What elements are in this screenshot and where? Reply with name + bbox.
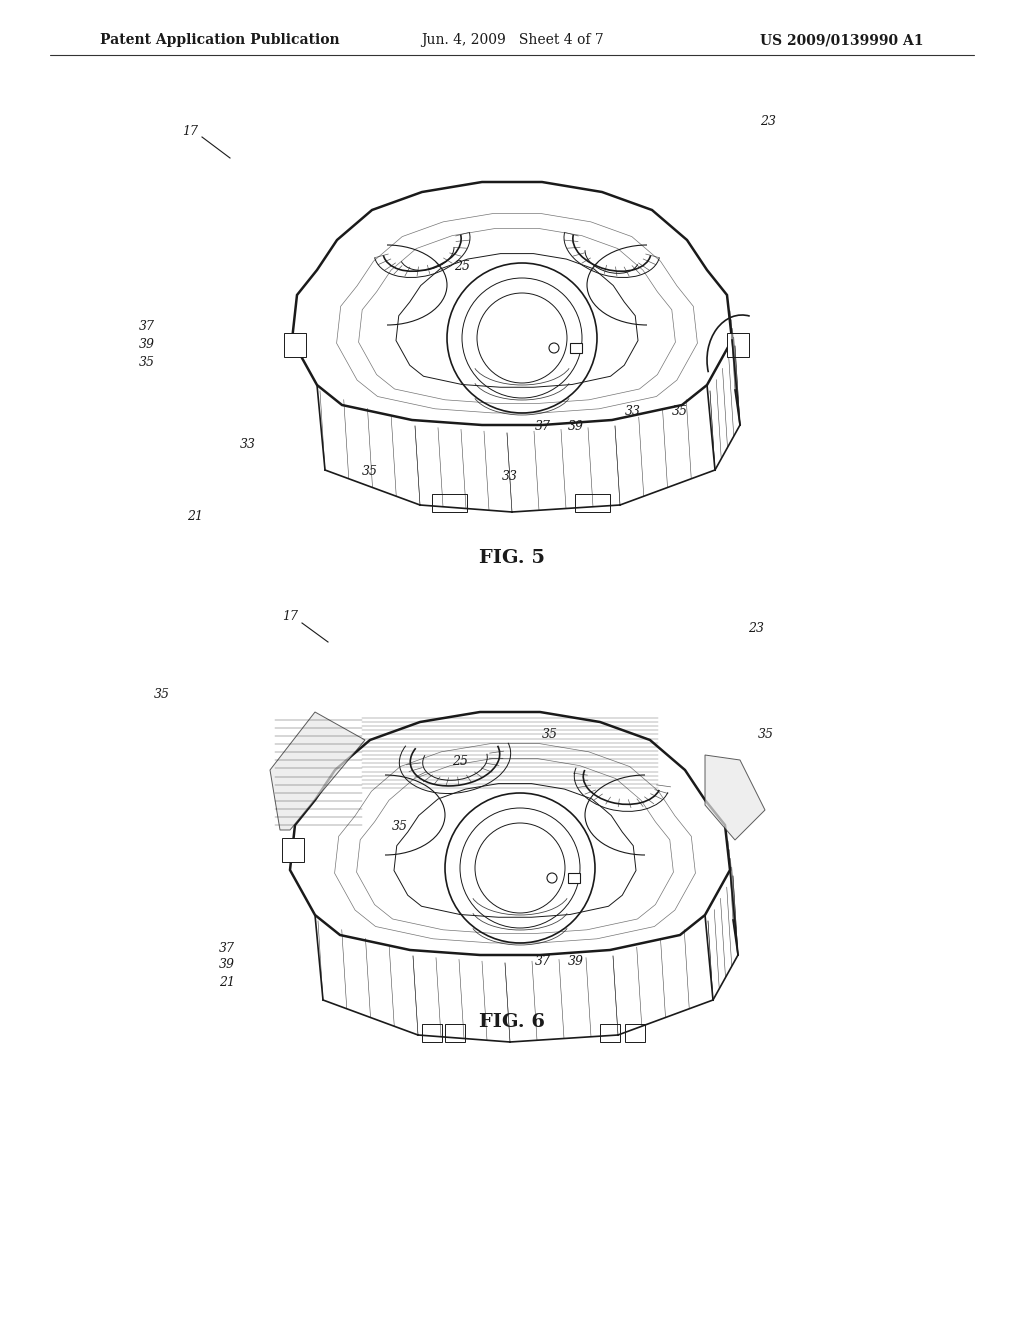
Text: 35: 35 (154, 688, 170, 701)
Text: 33: 33 (502, 470, 518, 483)
Text: 23: 23 (748, 622, 764, 635)
Text: 37: 37 (139, 319, 155, 333)
Bar (625, 1024, 645, 1041)
Text: 37: 37 (535, 954, 551, 968)
Bar (445, 1024, 465, 1041)
Bar (568, 873, 580, 883)
Bar (575, 494, 610, 512)
Text: US 2009/0139990 A1: US 2009/0139990 A1 (761, 33, 924, 48)
Text: 35: 35 (139, 356, 155, 370)
Bar (570, 343, 582, 352)
Polygon shape (705, 755, 765, 840)
Text: 35: 35 (672, 405, 688, 418)
Text: 37: 37 (219, 942, 234, 954)
Text: FIG. 6: FIG. 6 (479, 1012, 545, 1031)
Text: 17: 17 (282, 610, 298, 623)
Text: 25: 25 (452, 755, 468, 768)
Bar (422, 1024, 442, 1041)
Bar (282, 838, 304, 862)
Bar (727, 333, 749, 356)
Bar (432, 494, 467, 512)
Text: Patent Application Publication: Patent Application Publication (100, 33, 340, 48)
Text: 33: 33 (240, 438, 256, 451)
Bar (600, 1024, 620, 1041)
Text: 39: 39 (139, 338, 155, 351)
Text: 21: 21 (187, 510, 203, 523)
Text: Jun. 4, 2009   Sheet 4 of 7: Jun. 4, 2009 Sheet 4 of 7 (421, 33, 603, 48)
Text: FIG. 5: FIG. 5 (479, 549, 545, 568)
Text: 37: 37 (535, 420, 551, 433)
Text: 35: 35 (758, 729, 774, 741)
Text: 35: 35 (392, 820, 408, 833)
Text: 39: 39 (219, 958, 234, 972)
Text: 33: 33 (625, 405, 641, 418)
Text: 17: 17 (182, 125, 198, 139)
Text: 23: 23 (760, 115, 776, 128)
Text: 39: 39 (568, 954, 584, 968)
Text: 21: 21 (219, 975, 234, 989)
Text: 35: 35 (362, 465, 378, 478)
Text: 35: 35 (542, 729, 558, 741)
Text: 39: 39 (568, 420, 584, 433)
Bar (284, 333, 306, 356)
Polygon shape (270, 711, 365, 830)
Text: 25: 25 (454, 260, 470, 273)
